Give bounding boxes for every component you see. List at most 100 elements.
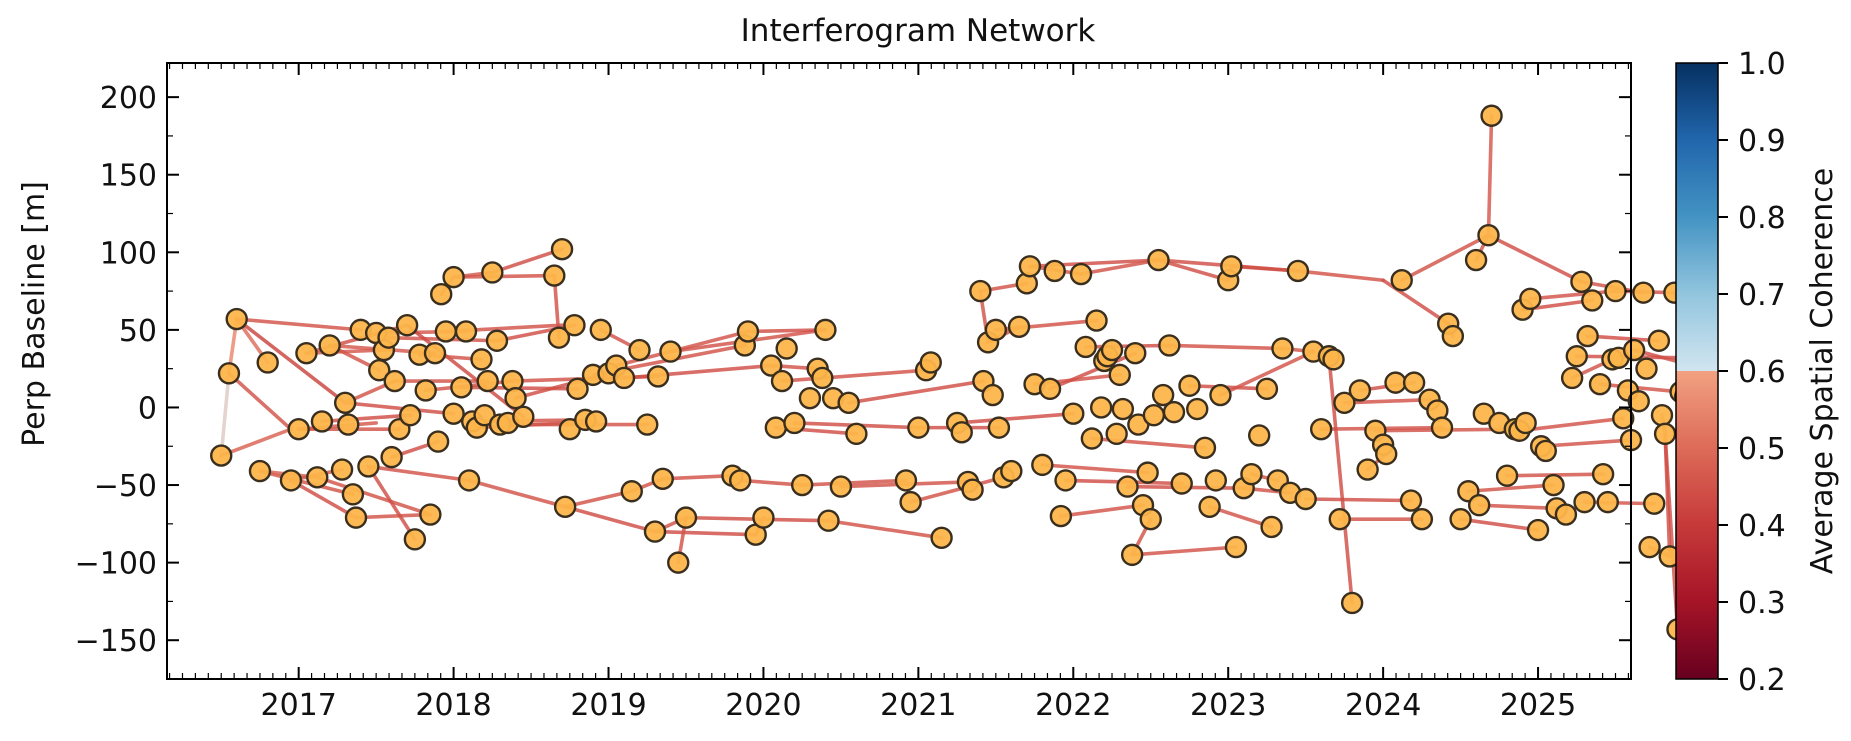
acquisition-node — [770, 369, 794, 393]
acquisition-node — [1080, 427, 1104, 450]
acquisition-node — [550, 237, 574, 261]
plot-area — [210, 104, 1705, 641]
acquisition-node — [1111, 397, 1135, 421]
acquisition-node — [759, 354, 783, 377]
acquisition-node — [547, 326, 571, 349]
y-tick-label: −50 — [94, 469, 157, 504]
network-edge — [234, 317, 363, 332]
acquisition-node — [798, 386, 822, 410]
acquisition-node — [930, 526, 953, 550]
acquisition-node — [829, 475, 853, 498]
acquisition-node — [919, 351, 942, 374]
acquisition-node — [984, 318, 1008, 342]
colorbar: 0.2 0.3 0.4 0.5 0.6 0.7 0.8 0.9 1.0 Average Spat… — [1675, 47, 1840, 698]
network-edge — [1663, 432, 1672, 559]
network-edge — [234, 317, 347, 405]
acquisition-node — [1542, 473, 1565, 497]
network-edge — [366, 464, 417, 542]
network-edge — [451, 273, 557, 279]
acquisition-node — [1632, 281, 1655, 304]
colorbar-tick-label: 0.8 — [1738, 201, 1786, 236]
acquisition-node — [1340, 591, 1364, 615]
acquisition-node — [310, 410, 334, 433]
acquisition-node — [1333, 391, 1356, 415]
acquisition-node — [1565, 345, 1588, 368]
acquisition-node — [210, 444, 233, 467]
colorbar-gradient — [1676, 63, 1718, 679]
acquisition-node — [295, 341, 318, 365]
acquisition-node — [225, 307, 248, 331]
acquisition-node — [752, 506, 775, 529]
network-edge — [660, 473, 735, 481]
network-edge — [219, 427, 293, 458]
acquisition-node — [543, 264, 566, 287]
acquisition-node — [504, 386, 527, 410]
network-edge — [1079, 258, 1161, 276]
acquisition-node — [894, 469, 918, 492]
acquisition-node — [337, 413, 360, 436]
acquisition-node — [643, 520, 667, 543]
network-edge — [1342, 397, 1432, 405]
acquisition-node — [1570, 270, 1593, 293]
acquisition-node — [485, 329, 509, 352]
acquisition-node — [1105, 422, 1128, 446]
network-edge — [826, 518, 944, 540]
acquisition-node — [1193, 436, 1217, 460]
network-edge — [1399, 233, 1491, 283]
acquisition-node — [1178, 374, 1201, 397]
acquisition-node — [1108, 363, 1131, 387]
network-edge — [315, 475, 433, 517]
acquisition-node — [512, 405, 535, 428]
acquisition-node — [1322, 348, 1345, 371]
network-edge — [746, 328, 828, 334]
acquisition-node — [1390, 269, 1413, 292]
acquisition-node — [1526, 518, 1550, 542]
acquisition-node — [612, 366, 636, 390]
acquisition-node — [589, 318, 612, 342]
network-edge — [1582, 500, 1657, 506]
network-edge — [1585, 334, 1661, 343]
acquisition-node — [256, 351, 279, 374]
network-edge — [1167, 343, 1285, 351]
acquisition-node — [1554, 503, 1578, 526]
acquisition-node — [1031, 453, 1054, 477]
x-tick-label: 2025 — [1500, 688, 1576, 723]
acquisition-node — [1477, 224, 1500, 247]
acquisition-node — [1147, 248, 1170, 272]
network-edge — [320, 413, 413, 424]
acquisition-node — [659, 340, 682, 363]
acquisition-node — [1464, 248, 1488, 272]
acquisition-node — [1204, 469, 1228, 492]
network-edge — [1486, 233, 1584, 284]
acquisition-node — [426, 430, 450, 453]
acquisition-node — [1007, 315, 1031, 338]
acquisition-node — [442, 265, 465, 289]
acquisition-node — [333, 391, 357, 415]
acquisition-node — [248, 459, 272, 483]
acquisition-node — [454, 320, 478, 343]
acquisition-node — [1560, 366, 1584, 390]
y-tick-label: 100 — [100, 236, 157, 271]
acquisition-node — [1271, 337, 1294, 360]
network-edge — [1539, 438, 1633, 449]
network-edge — [800, 478, 908, 487]
network-edge — [343, 401, 456, 416]
acquisition-node — [1622, 338, 1646, 362]
colorbar-tick-label: 0.9 — [1738, 124, 1786, 159]
acquisition-node — [811, 366, 834, 390]
network-edge — [653, 529, 758, 537]
acquisition-node — [341, 483, 365, 506]
acquisition-node — [1650, 404, 1674, 427]
acquisition-node — [1220, 255, 1243, 278]
acquisition-node — [636, 413, 659, 436]
acquisition-node — [1170, 472, 1193, 495]
acquisition-node — [907, 416, 930, 439]
acquisition-node — [1038, 377, 1062, 401]
x-tick-label: 2024 — [1345, 688, 1421, 723]
acquisition-node — [357, 455, 380, 478]
acquisition-node — [414, 379, 437, 402]
acquisition-node — [1480, 104, 1503, 127]
acquisition-node — [1627, 390, 1650, 413]
network-edge — [467, 478, 567, 509]
acquisition-node — [470, 348, 493, 371]
